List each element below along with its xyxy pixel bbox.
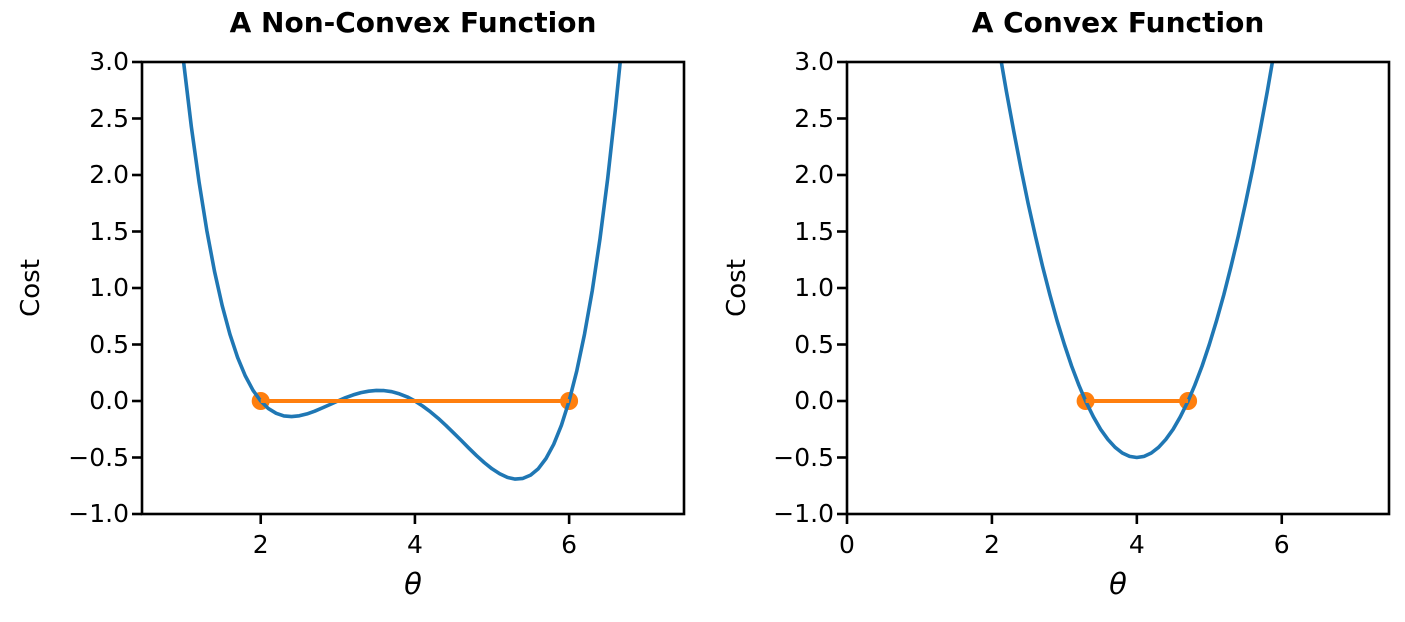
y-tick-label: 2.0 xyxy=(89,160,129,189)
y-tick-label: −1.0 xyxy=(68,499,129,528)
y-tick-label: 2.5 xyxy=(89,103,129,133)
y-tick-label: −0.5 xyxy=(68,442,129,472)
x-tick-label: 4 xyxy=(1128,530,1145,559)
y-tick-label: 1.5 xyxy=(794,216,834,246)
y-tick-label: −0.5 xyxy=(773,442,834,472)
y-tick-label: 1.5 xyxy=(89,216,129,246)
x-axis-label-nonconvex: θ xyxy=(404,567,422,601)
y-tick-label: 1.0 xyxy=(89,273,129,302)
axes-frame xyxy=(140,60,686,516)
y-tick-label: 0.0 xyxy=(89,386,129,415)
x-tick-label: 6 xyxy=(1273,530,1290,559)
x-tick-label: 2 xyxy=(983,530,1000,559)
y-tick-label: 0.5 xyxy=(794,329,834,359)
y-tick-label: 3.0 xyxy=(89,47,129,76)
axes-frame xyxy=(845,60,1391,516)
x-tick-label: 6 xyxy=(561,530,578,559)
panel-title-convex: A Convex Function xyxy=(971,6,1265,39)
panel-title-nonconvex: A Non-Convex Function xyxy=(229,6,597,39)
cost-curve xyxy=(181,62,622,481)
x-axis-label-convex: θ xyxy=(1109,567,1127,601)
x-tick-label: 2 xyxy=(252,530,269,559)
x-tick-label: 0 xyxy=(839,530,855,559)
x-tick-label: 4 xyxy=(406,530,423,559)
y-tick-label: −1.0 xyxy=(773,499,834,528)
y-tick-label: 2.5 xyxy=(794,103,834,133)
y-tick-label: 0.0 xyxy=(794,386,834,415)
cost-curve xyxy=(999,62,1275,460)
y-tick-label: 1.0 xyxy=(794,273,834,302)
y-tick-label: 0.5 xyxy=(89,329,129,359)
y-tick-label: 2.0 xyxy=(794,160,834,189)
y-tick-label: 3.0 xyxy=(794,47,834,76)
